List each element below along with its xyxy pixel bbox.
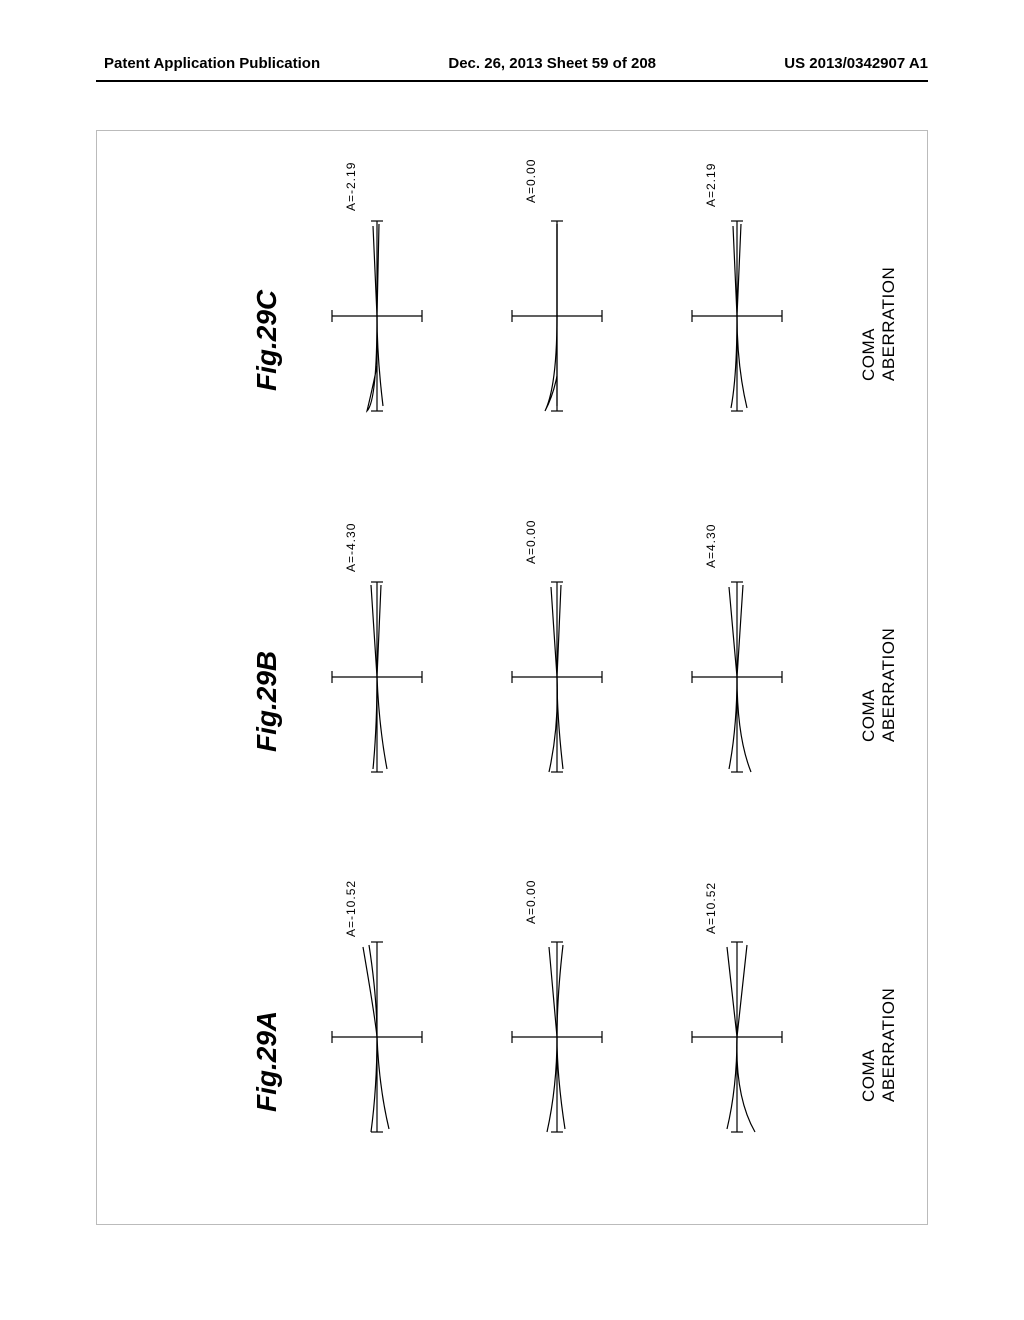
content-frame: Fig.29A	[96, 130, 928, 1225]
angle-29c-2: A=0.00	[524, 159, 538, 203]
fig-label-29c: Fig.29C	[251, 290, 283, 391]
figure-29a: Fig.29A	[97, 852, 927, 1213]
figure-29b: Fig.29B	[97, 492, 927, 853]
caption-29a: COMA ABERRATION	[859, 988, 899, 1102]
header-left: Patent Application Publication	[104, 55, 320, 72]
caption-29b: COMA ABERRATION	[859, 627, 899, 741]
figure-29c: Fig.29C	[97, 131, 927, 492]
angle-29b-3: A=4.30	[704, 523, 718, 567]
fig-label-29a: Fig.29A	[251, 1011, 283, 1112]
angle-29a-3: A=10.52	[704, 882, 718, 934]
caption-29c: COMA ABERRATION	[859, 267, 899, 381]
page-header: Patent Application Publication Dec. 26, …	[0, 55, 1024, 72]
angle-29b-1: A=-4.30	[344, 522, 358, 571]
header-center: Dec. 26, 2013 Sheet 59 of 208	[448, 55, 656, 72]
angle-29c-1: A=-2.19	[344, 162, 358, 211]
fig-label-29b: Fig.29B	[251, 651, 283, 752]
coma-plot-29a	[297, 872, 837, 1202]
angle-29c-3: A=2.19	[704, 163, 718, 207]
angle-29a-2: A=0.00	[524, 880, 538, 924]
header-right: US 2013/0342907 A1	[784, 55, 928, 72]
angle-29b-2: A=0.00	[524, 519, 538, 563]
header-rule	[96, 80, 928, 82]
coma-plot-29c	[297, 151, 837, 481]
angle-29a-1: A=-10.52	[344, 880, 358, 937]
coma-plot-29b	[297, 512, 837, 842]
